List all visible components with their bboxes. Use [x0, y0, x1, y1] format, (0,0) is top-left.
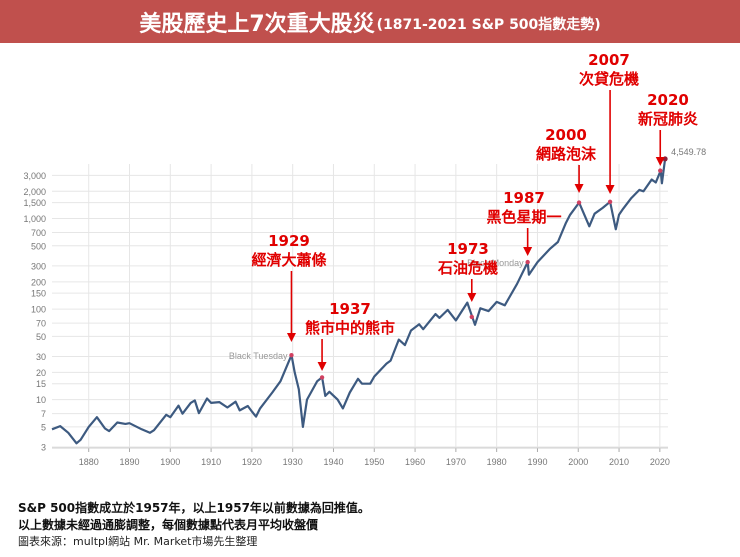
- annotation-label: 熊市中的熊市: [305, 319, 395, 337]
- annotation-point: [289, 352, 294, 358]
- annotation-label: 經濟大蕭條: [251, 251, 327, 269]
- annotation-label: 石油危機: [437, 259, 498, 277]
- footnotes: S&P 500指數成立於1957年，以上1957年以前數據為回推值。 以上數據未…: [18, 500, 370, 549]
- annotation-layer: 1929經濟大蕭條1937熊市中的熊市1973石油危機1987黑色星期一2000…: [251, 51, 698, 380]
- chart-title: 美股歷史上7次重大股災: [139, 11, 375, 37]
- annotation-arrow-head: [605, 185, 615, 194]
- x-tick-label: 2000: [568, 457, 588, 467]
- y-tick-label: 50: [36, 332, 46, 342]
- annotation-arrow-head: [286, 333, 296, 342]
- annotation-arrow-head: [655, 157, 665, 166]
- x-tick-label: 1920: [242, 457, 262, 467]
- x-tick-label: 1950: [364, 457, 384, 467]
- annotation-label: 網路泡沫: [536, 145, 597, 163]
- annotation-arrow-head: [523, 247, 533, 256]
- y-tick-label: 700: [31, 228, 46, 238]
- y-tick-label: 3: [41, 443, 46, 453]
- annotation-arrow-head: [574, 184, 584, 193]
- annotation-arrow-head: [317, 362, 327, 371]
- annotation-label: 新冠肺炎: [638, 110, 698, 128]
- annotation-year: 1937: [329, 300, 371, 318]
- annotation-point: [607, 199, 613, 204]
- annotation-point: [319, 375, 325, 380]
- annotation-year: 2007: [588, 51, 630, 69]
- x-tick-label: 1900: [160, 457, 180, 467]
- annotation-point: [469, 314, 474, 320]
- x-tick-label: 1890: [119, 457, 139, 467]
- annotation-point: [576, 200, 582, 205]
- y-tick-label: 1,500: [23, 198, 46, 208]
- point-label: Black Tuesday: [229, 351, 288, 361]
- title-banner: 美股歷史上7次重大股災 (1871-2021 S&P 500指數走勢): [0, 0, 740, 43]
- x-tick-label: 2020: [650, 457, 670, 467]
- annotation-point: [525, 259, 530, 265]
- footnote-line-1: S&P 500指數成立於1957年，以上1957年以前數據為回推值。: [18, 501, 370, 515]
- y-tick-label: 20: [36, 368, 46, 378]
- y-tick-label: 30: [36, 352, 46, 362]
- y-tick-label: 100: [31, 305, 46, 315]
- point-label: Black Monday: [467, 258, 524, 268]
- x-tick-label: 1910: [201, 457, 221, 467]
- annotation-year: 1929: [268, 232, 310, 250]
- y-tick-label: 200: [31, 277, 46, 287]
- x-tick-label: 1940: [323, 457, 343, 467]
- y-tick-label: 10: [36, 395, 46, 405]
- annotation-year: 1987: [503, 189, 545, 207]
- x-axis-ticks: 1880 1890 1900 1910 1920 1930 1940 1950 1960 1970…: [52, 447, 670, 467]
- annotation-year: 2000: [545, 126, 587, 144]
- y-tick-label: 3,000: [23, 171, 46, 181]
- chart-subtitle: (1871-2021 S&P 500指數走勢): [376, 16, 601, 33]
- footnote-line-2: 以上數據未經過通膨調整，每個數據點代表月平均收盤價: [18, 518, 319, 532]
- y-tick-label: 7: [41, 409, 46, 419]
- x-tick-label: 1960: [405, 457, 425, 467]
- x-tick-label: 1980: [487, 457, 507, 467]
- x-tick-label: 1970: [446, 457, 466, 467]
- x-tick-label: 1990: [527, 457, 547, 467]
- x-tick-label: 1930: [283, 457, 303, 467]
- annotation-point: [658, 168, 663, 173]
- end-value-label: 4,549.78: [671, 147, 706, 157]
- y-tick-label: 300: [31, 261, 46, 271]
- grid-lines: [52, 164, 668, 448]
- y-tick-label: 2,000: [23, 187, 46, 197]
- y-tick-label: 5: [41, 422, 46, 432]
- y-tick-label: 70: [36, 319, 46, 329]
- x-tick-label: 1880: [79, 457, 99, 467]
- y-tick-label: 500: [31, 241, 46, 251]
- x-tick-label: 2010: [609, 457, 629, 467]
- annotation-label: 黑色星期一: [486, 208, 561, 226]
- annotation-year: 1973: [447, 240, 489, 258]
- y-tick-label: 1,000: [23, 214, 46, 224]
- source-note: 圖表來源：multpl網站 Mr. Market市場先生整理: [18, 535, 258, 548]
- annotation-label: 次貸危機: [579, 70, 639, 88]
- point-label-layer: Black Tuesday Black Monday: [229, 258, 524, 361]
- annotation-arrow-head: [467, 293, 477, 302]
- y-tick-label: 150: [31, 289, 46, 299]
- y-tick-label: 15: [36, 379, 46, 389]
- annotation-year: 2020: [647, 91, 689, 109]
